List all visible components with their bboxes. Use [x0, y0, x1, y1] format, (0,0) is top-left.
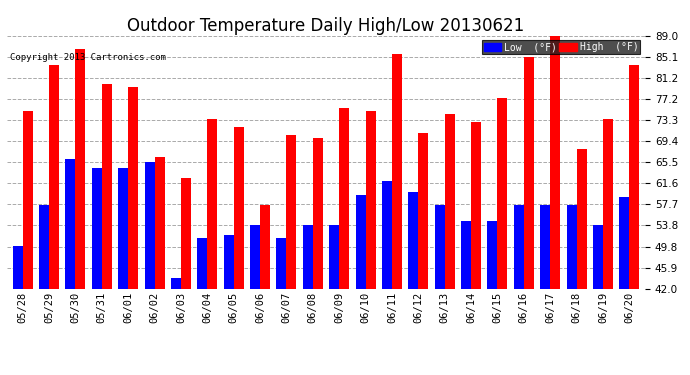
Bar — [155, 157, 165, 289]
Bar — [313, 138, 323, 289]
Bar — [197, 238, 207, 289]
Bar — [12, 246, 23, 289]
Bar — [471, 122, 481, 289]
Bar — [620, 197, 629, 289]
Bar — [260, 205, 270, 289]
Title: Outdoor Temperature Daily High/Low 20130621: Outdoor Temperature Daily High/Low 20130… — [128, 18, 524, 36]
Bar — [92, 168, 102, 289]
Bar — [603, 119, 613, 289]
Bar — [181, 178, 191, 289]
Bar — [487, 221, 497, 289]
Bar — [593, 225, 603, 289]
Bar — [39, 205, 49, 289]
Bar — [408, 192, 418, 289]
Text: Copyright 2013 Cartronics.com: Copyright 2013 Cartronics.com — [10, 53, 166, 62]
Bar — [75, 49, 86, 289]
Bar — [329, 225, 339, 289]
Bar — [23, 111, 32, 289]
Bar — [277, 238, 286, 289]
Bar — [355, 195, 366, 289]
Bar — [524, 57, 534, 289]
Bar — [550, 36, 560, 289]
Bar — [461, 221, 471, 289]
Bar — [497, 98, 507, 289]
Bar — [171, 278, 181, 289]
Bar — [577, 149, 586, 289]
Bar — [566, 205, 577, 289]
Bar — [118, 168, 128, 289]
Bar — [49, 65, 59, 289]
Bar — [224, 235, 234, 289]
Bar — [366, 111, 375, 289]
Bar — [435, 205, 445, 289]
Bar — [339, 108, 349, 289]
Bar — [418, 133, 428, 289]
Bar — [66, 159, 75, 289]
Bar — [207, 119, 217, 289]
Bar — [286, 135, 297, 289]
Legend: Low  (°F), High  (°F): Low (°F), High (°F) — [482, 40, 640, 54]
Bar — [145, 162, 155, 289]
Bar — [514, 205, 524, 289]
Bar — [629, 65, 640, 289]
Bar — [234, 127, 244, 289]
Bar — [540, 205, 550, 289]
Bar — [128, 87, 138, 289]
Bar — [382, 181, 392, 289]
Bar — [303, 225, 313, 289]
Bar — [102, 84, 112, 289]
Bar — [392, 54, 402, 289]
Bar — [445, 114, 455, 289]
Bar — [250, 225, 260, 289]
